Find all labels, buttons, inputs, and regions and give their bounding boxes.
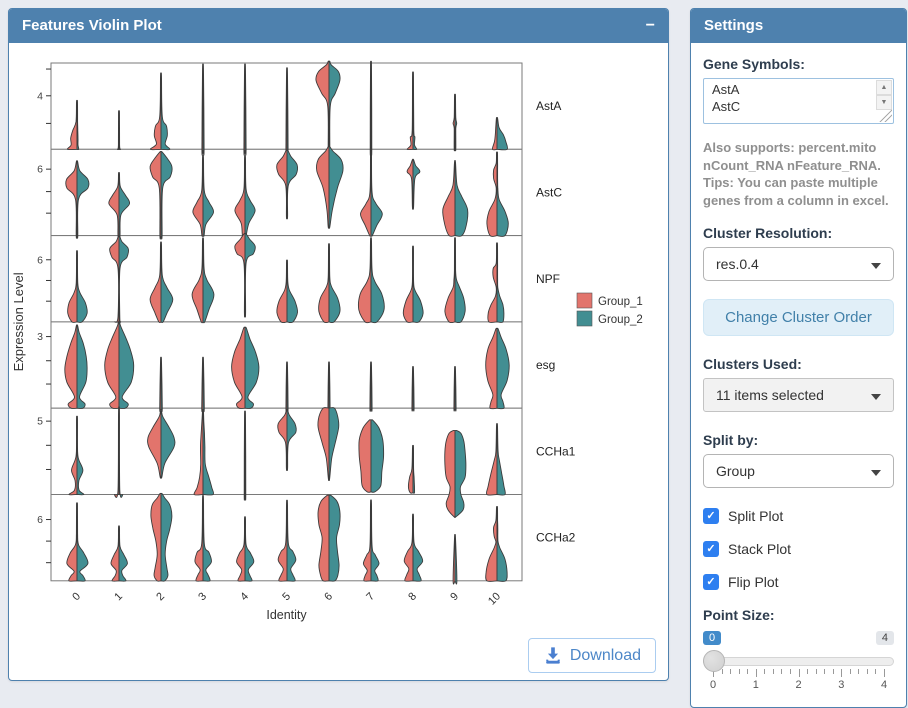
settings-card: Settings Gene Symbols: AstA AstC ▲ ▼ Als… — [690, 8, 907, 708]
scroll-up-icon[interactable]: ▲ — [876, 80, 892, 95]
point-size-label: Point Size: — [703, 607, 775, 623]
resize-handle-icon[interactable] — [879, 109, 892, 122]
svg-text:Group_2: Group_2 — [598, 314, 643, 326]
svg-text:CCHa1: CCHa1 — [536, 444, 576, 458]
plot-card-body: 4 6 6 3 5 6 AstA AstC NPF esg CCHa1 CCHa2 Group_1 Gro… — [9, 43, 668, 682]
settings-title: Settings — [704, 17, 764, 34]
svg-text:4: 4 — [37, 90, 43, 102]
flip-plot-checkbox[interactable]: ✓ Flip Plot — [703, 574, 894, 590]
cluster-resolution-select[interactable]: res.0.4 — [703, 247, 894, 281]
checkbox-check-icon[interactable]: ✓ — [703, 541, 719, 557]
slider-tick-labels: 0 1 2 3 4 — [709, 679, 888, 691]
svg-text:6: 6 — [37, 164, 43, 176]
svg-text:8: 8 — [406, 590, 419, 603]
slider-handle[interactable] — [703, 650, 725, 672]
slider-tick-label: 1 — [752, 679, 759, 691]
split-plot-checkbox[interactable]: ✓ Split Plot — [703, 508, 894, 524]
svg-text:5: 5 — [37, 416, 43, 428]
cluster-resolution-label: Cluster Resolution: — [703, 225, 833, 241]
svg-text:3: 3 — [196, 590, 209, 603]
gene-symbols-help-text: Also supports: percent.mito nCount_RNA n… — [703, 140, 889, 208]
clusters-used-label: Clusters Used: — [703, 356, 802, 372]
clusters-used-value: 11 items selected — [716, 387, 824, 403]
slider-tick-label: 2 — [795, 679, 802, 691]
svg-text:3: 3 — [37, 331, 43, 343]
svg-text:0: 0 — [70, 590, 83, 603]
gene-symbols-textarea[interactable]: AstA AstC ▲ ▼ — [703, 78, 894, 124]
scroll-down-icon[interactable]: ▼ — [876, 95, 892, 110]
svg-text:esg: esg — [536, 358, 555, 372]
svg-text:1: 1 — [112, 590, 125, 603]
svg-text:10: 10 — [486, 590, 503, 607]
collapse-button[interactable]: − — [646, 18, 655, 34]
split-by-select[interactable]: Group — [703, 454, 894, 488]
svg-text:AstA: AstA — [536, 99, 561, 113]
checkbox-check-icon[interactable]: ✓ — [703, 508, 719, 524]
plot-options-checkbox-list: ✓ Split Plot ✓ Stack Plot ✓ Flip Plot — [703, 508, 894, 590]
svg-text:2: 2 — [154, 590, 167, 603]
stack-plot-checkbox[interactable]: ✓ Stack Plot — [703, 541, 894, 557]
features-violin-plot-card: Features Violin Plot − 4 6 6 3 5 6 AstA AstC NPF… — [8, 8, 669, 681]
slider-tick-label: 4 — [880, 679, 888, 691]
chevron-down-icon — [871, 470, 881, 476]
clusters-used-select[interactable]: 11 items selected — [703, 378, 894, 412]
gene-symbols-value: AstA AstC — [712, 82, 741, 114]
split-by-value: Group — [716, 463, 755, 479]
slider-tick-label: 3 — [838, 679, 845, 691]
plot-card-title: Features Violin Plot — [22, 17, 162, 34]
slider-max-badge: 4 — [875, 631, 894, 645]
download-label: Download — [569, 646, 641, 664]
svg-text:NPF: NPF — [536, 272, 560, 286]
checkbox-label: Flip Plot — [728, 574, 779, 590]
svg-text:6: 6 — [322, 590, 335, 603]
settings-header: Settings — [691, 9, 906, 43]
chevron-down-icon — [871, 394, 881, 400]
svg-text:6: 6 — [37, 514, 43, 526]
change-cluster-order-button[interactable]: Change Cluster Order — [703, 299, 894, 336]
plot-card-header: Features Violin Plot − — [9, 9, 668, 43]
svg-text:Identity: Identity — [266, 608, 307, 622]
gene-symbols-label: Gene Symbols: — [703, 56, 805, 72]
checkbox-label: Stack Plot — [728, 541, 792, 557]
slider-track[interactable] — [703, 657, 894, 666]
violin-plot-svg: 4 6 6 3 5 6 AstA AstC NPF esg CCHa1 CCHa2 Group_1 Gro… — [11, 60, 643, 622]
cluster-resolution-value: res.0.4 — [716, 256, 759, 272]
svg-text:AstC: AstC — [536, 185, 562, 199]
settings-body: Gene Symbols: AstA AstC ▲ ▼ Also support… — [691, 43, 906, 691]
svg-text:4: 4 — [238, 590, 251, 603]
checkbox-check-icon[interactable]: ✓ — [703, 574, 719, 590]
minus-icon: − — [645, 17, 655, 34]
slider-ticks — [713, 669, 885, 677]
chevron-down-icon — [871, 263, 881, 269]
svg-text:7: 7 — [364, 590, 377, 603]
svg-text:Group_1: Group_1 — [598, 296, 643, 308]
split-by-label: Split by: — [703, 432, 759, 448]
svg-text:Expression Level: Expression Level — [11, 272, 26, 371]
slider-tick-label: 0 — [709, 679, 717, 691]
svg-text:5: 5 — [280, 590, 293, 603]
svg-text:CCHa2: CCHa2 — [536, 531, 576, 545]
download-icon — [546, 647, 560, 664]
checkbox-label: Split Plot — [728, 508, 784, 524]
svg-text:9: 9 — [448, 590, 461, 603]
svg-text:6: 6 — [37, 254, 43, 266]
textarea-scrollbar[interactable]: ▲ ▼ — [876, 80, 892, 110]
point-size-slider[interactable]: 0 4 0 1 2 3 4 — [703, 631, 894, 691]
download-button[interactable]: Download — [527, 638, 656, 673]
slider-value-badge: 0 — [703, 631, 722, 645]
